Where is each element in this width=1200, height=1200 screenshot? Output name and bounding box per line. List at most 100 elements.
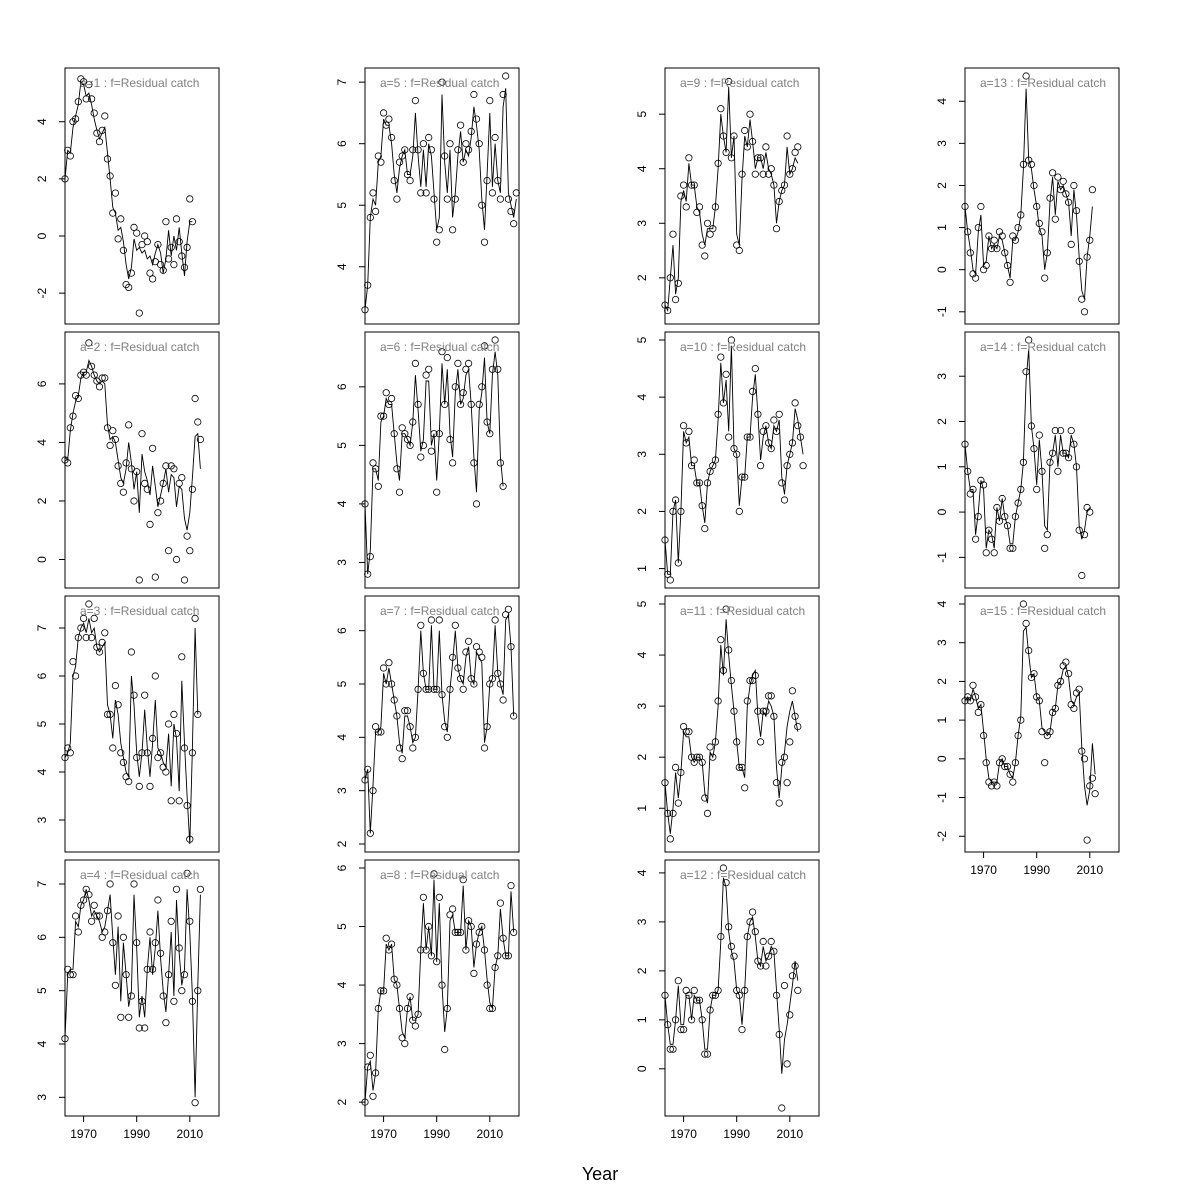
- observed-point: [1049, 169, 1057, 177]
- observed-point: [114, 235, 122, 243]
- observed-point: [722, 605, 730, 613]
- observed-point: [677, 192, 685, 200]
- observed-point: [762, 143, 770, 151]
- observed-point: [422, 371, 430, 379]
- observed-point: [664, 809, 672, 818]
- observed-point: [111, 681, 120, 690]
- observed-point: [382, 934, 390, 942]
- observed-point: [1017, 211, 1025, 219]
- observed-point: [499, 696, 507, 704]
- observed-point: [127, 992, 135, 1000]
- fitted-line: [964, 349, 1091, 549]
- observed-point: [504, 195, 512, 203]
- observed-point: [783, 462, 791, 470]
- observed-point: [491, 336, 499, 344]
- observed-point: [422, 189, 430, 197]
- observed-point: [162, 1019, 170, 1027]
- panel-title: a=7 : f=Residual catch: [380, 604, 499, 618]
- observed-point: [162, 462, 170, 470]
- observed-point: [682, 986, 690, 995]
- y-tick-label: 2: [35, 175, 49, 182]
- observed-point: [711, 738, 720, 746]
- x-tick-label: 1970: [970, 863, 997, 877]
- observed-point: [154, 241, 162, 249]
- observed-point: [409, 744, 417, 752]
- observed-point: [443, 1004, 451, 1013]
- observed-point: [738, 170, 746, 178]
- observed-point: [382, 121, 390, 129]
- y-tick-label: 6: [335, 383, 349, 390]
- observed-point: [406, 993, 414, 1001]
- observed-point: [1059, 662, 1067, 670]
- observed-point: [417, 189, 425, 197]
- panel-a-9: 2 3 4 5 a=9 : f=Residual catch: [635, 67, 820, 325]
- fitted-line: [364, 879, 515, 1103]
- observed-point: [196, 885, 204, 893]
- panel-a-2: 0 2 4 6 a=2 : f=Residual catch: [35, 331, 220, 589]
- observed-point: [738, 763, 746, 772]
- observed-point: [727, 336, 736, 344]
- observed-point: [1019, 458, 1028, 466]
- observed-point: [130, 691, 138, 699]
- observed-point: [61, 175, 69, 183]
- y-tick-label: 1: [935, 463, 949, 470]
- observed-point: [679, 181, 688, 189]
- observed-point: [985, 778, 993, 786]
- observed-point: [382, 389, 390, 397]
- observed-point: [1035, 219, 1043, 227]
- observed-point: [1014, 499, 1022, 507]
- observed-point: [971, 693, 980, 701]
- observed-point: [414, 146, 422, 154]
- observed-point: [666, 274, 674, 282]
- observed-point: [966, 249, 974, 257]
- observed-point: [154, 753, 162, 762]
- observed-point: [454, 146, 462, 154]
- observed-point: [133, 753, 141, 762]
- observed-point: [366, 829, 374, 837]
- observed-point: [1067, 700, 1075, 709]
- observed-point: [159, 479, 167, 487]
- observed-point: [374, 482, 382, 490]
- observed-point: [1049, 708, 1057, 717]
- observed-point: [977, 202, 985, 211]
- observed-point: [406, 441, 414, 449]
- observed-point: [756, 962, 765, 970]
- observed-point: [80, 896, 88, 904]
- observed-point: [695, 996, 704, 1004]
- observed-point: [114, 701, 122, 709]
- observed-point: [1027, 422, 1036, 430]
- observed-point: [783, 779, 791, 787]
- observed-point: [971, 535, 980, 543]
- y-tick-label: 2: [935, 182, 949, 189]
- observed-point: [417, 453, 425, 461]
- observed-point: [90, 109, 98, 117]
- fitted-line: [64, 359, 201, 531]
- observed-point: [125, 421, 133, 429]
- y-tick-label: 5: [635, 111, 649, 118]
- y-tick-label: 5: [335, 442, 349, 449]
- observed-point: [178, 653, 186, 661]
- observed-point: [743, 433, 751, 441]
- observed-point: [791, 962, 799, 970]
- observed-point: [1019, 600, 1028, 608]
- observed-point: [1070, 181, 1078, 190]
- observed-point: [379, 412, 388, 420]
- observed-point: [143, 749, 151, 757]
- observed-point: [979, 481, 988, 489]
- y-tick-label: 7: [35, 624, 49, 631]
- observed-point: [701, 524, 709, 533]
- observed-point: [756, 154, 765, 162]
- observed-point: [961, 697, 969, 705]
- x-tick-label: 1990: [423, 1127, 450, 1141]
- observed-point: [191, 1099, 199, 1107]
- y-tick-label: 6: [35, 380, 49, 387]
- observed-point: [703, 219, 712, 227]
- observed-point: [119, 933, 128, 941]
- y-tick-label: 2: [335, 840, 349, 847]
- observed-point: [677, 1026, 685, 1034]
- observed-point: [1001, 762, 1009, 771]
- observed-point: [701, 794, 709, 802]
- observed-point: [478, 653, 486, 661]
- observed-point: [730, 952, 738, 960]
- observed-point: [772, 779, 781, 787]
